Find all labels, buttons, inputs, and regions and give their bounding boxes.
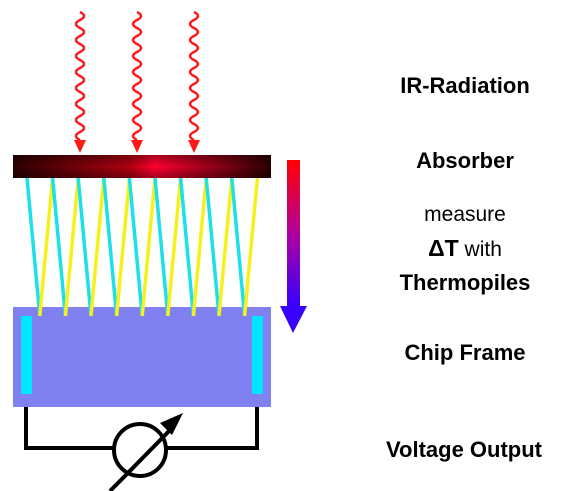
- thermopile-leg-10: [140, 177, 157, 317]
- thermopile-leg-6: [89, 177, 106, 317]
- with-text: with: [458, 238, 502, 261]
- thermopile-leg-11: [153, 177, 170, 317]
- thermopile-leg-4: [63, 177, 80, 317]
- thermopile-leg-18: [242, 177, 260, 317]
- ir-radiation-label: IR-Radiation: [400, 73, 530, 98]
- delta-t-with-label: ΔT with: [370, 235, 560, 262]
- thermopile-leg-7: [102, 177, 119, 317]
- chip-frame: [13, 307, 271, 407]
- ir-wave-3: [188, 10, 200, 142]
- ir-wave-arrowhead-1: [74, 140, 86, 153]
- chip-frame-label: Chip Frame: [404, 340, 526, 365]
- delta-t-symbol: ΔT: [428, 235, 459, 261]
- thermopile-legs: [25, 177, 260, 317]
- voltage-circuit: [24, 407, 259, 450]
- thermopile-leg-2: [38, 177, 55, 317]
- ir-wave-1: [74, 10, 86, 142]
- thermopile-leg-12: [166, 177, 183, 317]
- thermopile-leg-3: [50, 177, 68, 317]
- ir-wave-arrowhead-2: [131, 140, 143, 153]
- gradient-arrow-down-icon: [280, 160, 307, 333]
- thermopile-leg-5: [76, 177, 93, 317]
- ir-wave-arrowhead-3: [188, 140, 200, 153]
- absorber-plate: [13, 155, 271, 178]
- absorber-label: Absorber: [416, 148, 514, 173]
- thermopile-leg-1: [25, 177, 42, 317]
- left-contact: [21, 316, 32, 394]
- thermopile-leg-15: [204, 177, 221, 317]
- measure-label: measure: [424, 203, 506, 226]
- thermopiles-label: Thermopiles: [399, 270, 531, 295]
- voltage-output-label: Voltage Output: [385, 437, 543, 462]
- thermopile-leg-16: [217, 177, 234, 317]
- variable-meter-icon: [108, 413, 183, 491]
- wavy-arrow-down-icon: [74, 10, 200, 153]
- thermopile-leg-17: [230, 177, 247, 317]
- thermopile-leg-9: [127, 177, 144, 317]
- thermopile-leg-14: [191, 177, 208, 317]
- thermopile-leg-8: [114, 177, 132, 317]
- thermopile-leg-13: [178, 177, 196, 317]
- right-contact: [252, 316, 263, 394]
- ir-wave-2: [131, 10, 143, 142]
